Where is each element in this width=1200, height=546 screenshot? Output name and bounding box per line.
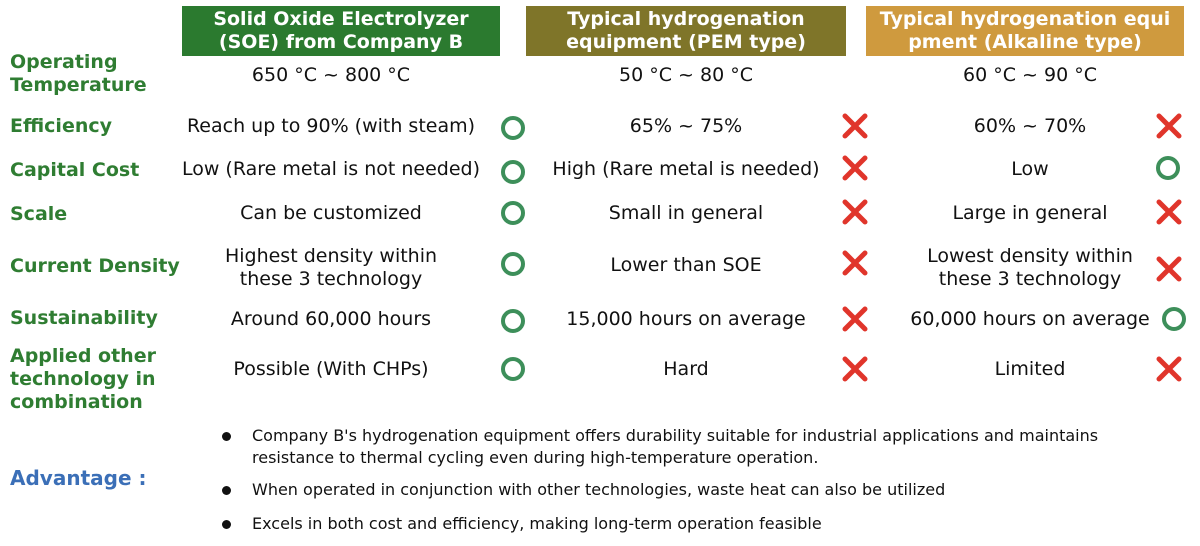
good-circle-icon [501,201,525,225]
row-label-scale: Scale [10,203,68,225]
bad-cross-icon [842,250,868,276]
header-line: (SOE) from Company B [218,31,464,53]
header-line: Typical hydrogenation [567,8,805,30]
cell-pem-scale: Small in general [608,202,764,224]
advantage-bullet: When operated in conjunction with other … [222,479,1182,501]
good-circle-icon [1156,156,1180,180]
row-label-capital-cost: Capital Cost [10,159,140,181]
advantage-bullet: Company B's hydrogenation equipment offe… [222,425,1182,469]
good-circle-icon [501,252,525,276]
row-label-applied-technology: Applied other technology in combination [10,345,156,414]
cell-alkaline-efficiency: 60% ~ 70% [973,115,1087,137]
bullet-text: Company B's hydrogenation equipment offe… [252,426,1099,467]
label-line: technology in [10,368,156,390]
cell-alkaline-scale: Large in general [952,202,1108,224]
bullet-text: Excels in both cost and efficiency, maki… [252,514,822,533]
label-line: Operating [10,51,118,73]
bad-cross-icon [842,113,868,139]
cell-pem-combination: Hard [663,358,709,380]
header-line: equipment (PEM type) [566,31,806,53]
cell-line: these 3 technology [938,268,1122,290]
bad-cross-icon [842,306,868,332]
cell-alkaline-sustainability: 60,000 hours on average [910,308,1150,330]
header-line: Solid Oxide Electrolyzer [213,8,469,30]
bad-cross-icon [1156,256,1182,282]
cell-line: Highest density within [224,245,438,267]
cell-soe-capital-cost: Low (Rare metal is not needed) [181,158,481,180]
good-circle-icon [501,357,525,381]
header-pem: Typical hydrogenation equipment (PEM typ… [526,6,846,56]
cell-alkaline-capital-cost: Low [1011,158,1049,180]
cell-pem-temperature: 50 °C ~ 80 °C [619,64,753,86]
header-alkaline: Typical hydrogenation equi pment (Alkali… [866,6,1184,56]
good-circle-icon [501,309,525,333]
cell-soe-sustainability: Around 60,000 hours [230,308,432,330]
advantage-bullet: Excels in both cost and efficiency, maki… [222,513,1182,535]
cell-soe-scale: Can be customized [240,202,422,224]
cell-soe-current-density: Highest density within these 3 technolog… [166,245,496,291]
bullet-text: When operated in conjunction with other … [252,480,946,499]
bullet-dot-icon [222,486,231,495]
cell-pem-sustainability: 15,000 hours on average [566,308,806,330]
label-line: Applied other [10,345,156,367]
cell-pem-efficiency: 65% ~ 75% [629,115,743,137]
cell-soe-efficiency: Reach up to 90% (with steam) [186,115,476,137]
cell-soe-combination: Possible (With CHPs) [233,358,429,380]
header-line: Typical hydrogenation equi [879,8,1171,30]
cell-line: Lowest density within [927,245,1133,267]
bad-cross-icon [1156,199,1182,225]
cell-pem-current-density: Lower than SOE [610,254,762,276]
bad-cross-icon [1156,113,1182,139]
cell-alkaline-current-density: Lowest density within these 3 technology [880,245,1180,291]
cell-alkaline-combination: Limited [994,358,1066,380]
bullet-dot-icon [222,520,231,529]
bad-cross-icon [842,155,868,181]
header-line: pment (Alkaline type) [908,31,1142,53]
cell-soe-temperature: 650 °C ~ 800 °C [251,64,411,86]
row-label-operating-temperature: Operating Temperature [10,51,147,97]
row-label-efficiency: Efficiency [10,115,113,137]
bad-cross-icon [1156,356,1182,382]
good-circle-icon [501,160,525,184]
row-label-current-density: Current Density [10,255,180,277]
good-circle-icon [501,116,525,140]
cell-line: these 3 technology [239,268,423,290]
cell-pem-capital-cost: High (Rare metal is needed) [552,158,820,180]
row-label-sustainability: Sustainability [10,307,158,329]
label-line: combination [10,391,143,413]
header-soe: Solid Oxide Electrolyzer (SOE) from Comp… [182,6,500,56]
bad-cross-icon [842,199,868,225]
good-circle-icon [1162,307,1186,331]
label-line: Temperature [10,74,147,96]
cell-alkaline-temperature: 60 °C ~ 90 °C [963,64,1097,86]
bullet-dot-icon [222,432,231,441]
bad-cross-icon [842,356,868,382]
advantage-label: Advantage : [10,466,147,490]
